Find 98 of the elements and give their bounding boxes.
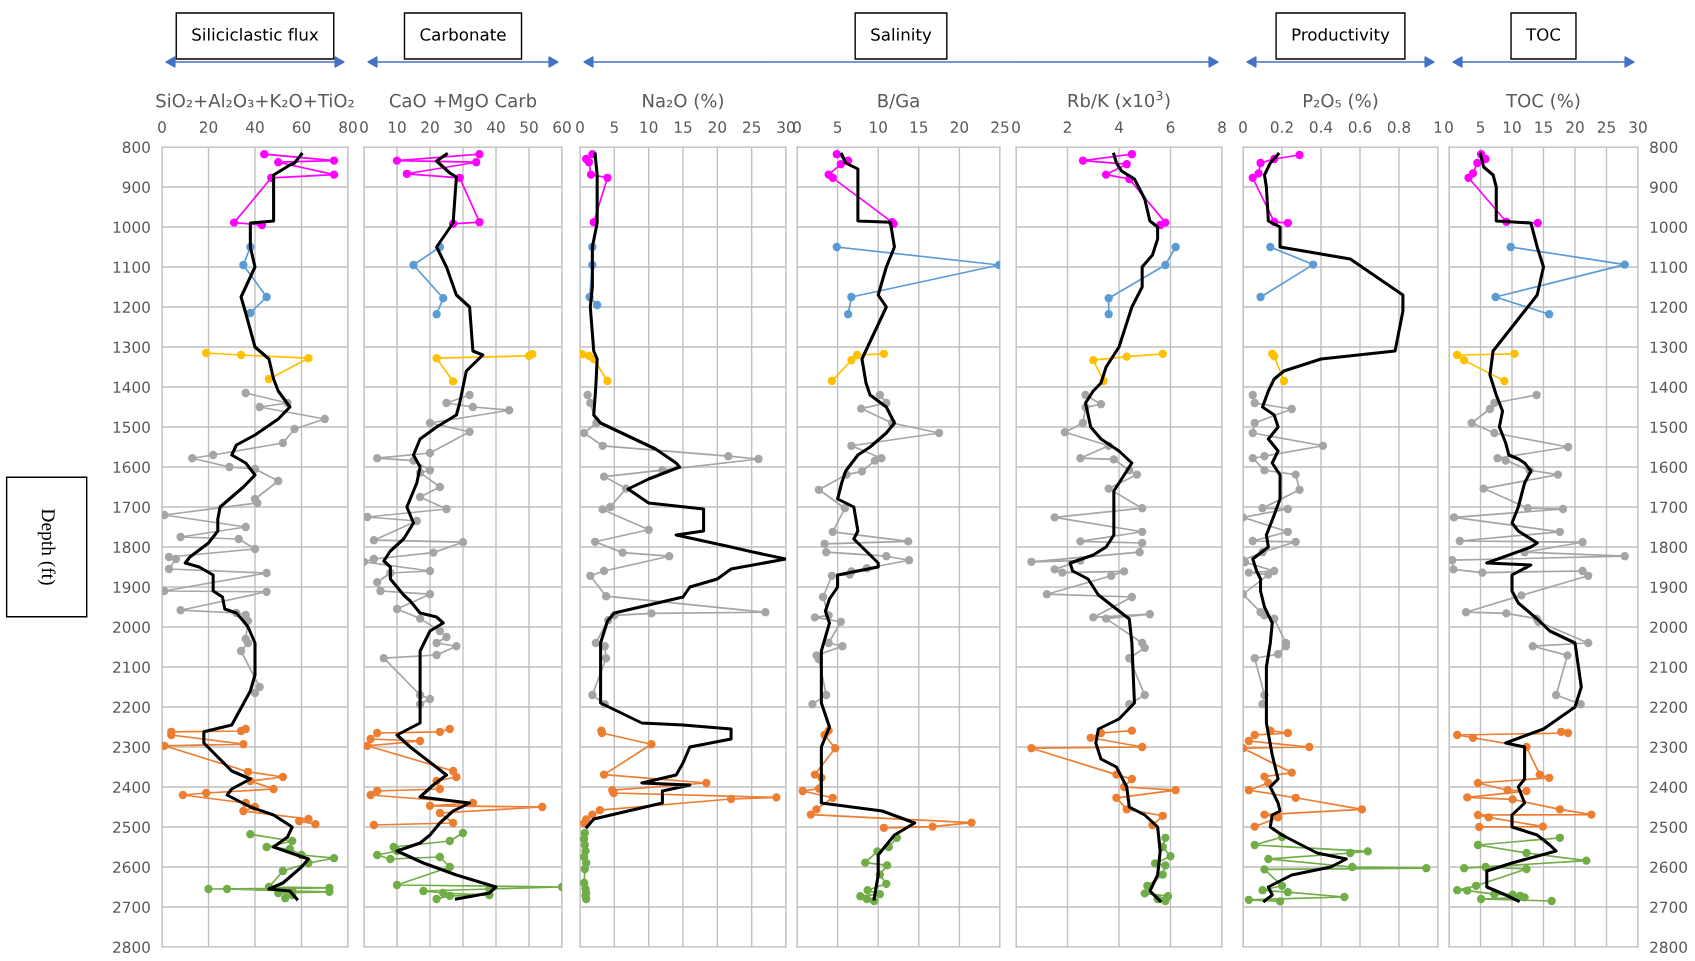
x-tick-label: 4 — [1114, 121, 1123, 133]
y-tick-label: 1700 — [1650, 501, 1687, 514]
x-tick-label: 25 — [991, 121, 1009, 133]
x-tick-label: 5 — [833, 121, 842, 133]
y-tick-label: 1200 — [113, 301, 150, 314]
x-tick-label: 60 — [292, 121, 311, 133]
x-tick-label: 6 — [1166, 121, 1175, 133]
text: Carbonate — [420, 27, 506, 41]
y-tick-label: 900 — [1650, 181, 1678, 194]
y-axis-title: Depth (ft) — [37, 508, 56, 585]
y-tick-label: 2000 — [1650, 621, 1687, 634]
x-tick-label: 20 — [421, 121, 439, 133]
x-tick-label: 0.4 — [1309, 121, 1333, 133]
x-axis-title: SiO₂+Al₂O₃+K₂O+TiO₂ — [156, 93, 354, 108]
x-tick-label: 0.2 — [1270, 121, 1293, 133]
x-tick-label: 10 — [388, 121, 406, 133]
y-tick-label: 2000 — [113, 621, 150, 634]
y-tick-label: 2800 — [1650, 941, 1687, 954]
x-tick-label: 40 — [246, 121, 264, 133]
x-tick-label: 0 — [576, 121, 584, 133]
y-tick-label: 2300 — [1650, 741, 1687, 754]
text: TOC — [1525, 28, 1561, 41]
y-tick-label: 1700 — [113, 501, 150, 514]
x-tick-label: 60 — [553, 121, 571, 133]
x-tick-label: 10 — [1503, 121, 1521, 133]
x-tick-label: 8 — [1218, 121, 1226, 133]
y-tick-label: 2600 — [1650, 861, 1687, 874]
x-tick-label: 0 — [158, 121, 166, 133]
x-tick-label: 5 — [1476, 121, 1485, 133]
text: Salinity — [871, 27, 932, 45]
y-tick-label: 2100 — [1650, 661, 1687, 674]
y-tick-label: 1100 — [1650, 261, 1687, 274]
x-tick-label: 30 — [454, 121, 472, 133]
y-tick-label: 1400 — [1650, 381, 1687, 394]
y-tick-label: 2500 — [1650, 821, 1687, 834]
x-tick-label: 25 — [743, 121, 761, 133]
x-tick-label: 20 — [199, 121, 218, 133]
x-axis-title: CaO +MgO Carb — [389, 93, 537, 111]
y-tick-label: 1600 — [1650, 461, 1687, 474]
x-tick-label: 10 — [870, 121, 887, 133]
x-tick-label: 0.6 — [1348, 121, 1372, 133]
y-tick-label: 1600 — [113, 461, 150, 474]
x-axis-title: P₂O₅ (%) — [1303, 93, 1378, 110]
x-tick-label: 30 — [1629, 121, 1647, 133]
x-tick-label: 0.8 — [1387, 121, 1411, 133]
y-tick-label: 2500 — [113, 821, 150, 834]
x-axis-title: B/Ga — [878, 93, 919, 109]
y-tick-label: 1300 — [1650, 341, 1687, 354]
x-tick-label: 20 — [708, 121, 727, 133]
x-axis-title: Na₂O (%) — [643, 93, 723, 110]
y-tick-label: 2400 — [1650, 781, 1687, 794]
y-tick-label: 2700 — [1650, 901, 1687, 914]
y-tick-label: 1400 — [113, 381, 150, 394]
x-tick-label: 20 — [1566, 121, 1584, 133]
y-tick-label: 2300 — [113, 741, 150, 754]
x-tick-label: 1 — [1434, 121, 1442, 133]
x-tick-label: 15 — [910, 121, 928, 133]
y-tick-label: 2100 — [113, 661, 150, 674]
y-tick-label: 1500 — [113, 421, 150, 434]
x-tick-label: 0 — [793, 121, 801, 133]
y-tick-label: 1000 — [113, 221, 150, 234]
x-tick-label: 10 — [640, 121, 658, 133]
x-tick-label: 5 — [610, 121, 618, 133]
y-tick-label: 1200 — [1650, 301, 1687, 314]
y-tick-label: 800 — [1650, 141, 1678, 154]
x-tick-label: 15 — [1535, 121, 1552, 133]
y-tick-label: 2400 — [113, 781, 150, 794]
x-tick-label: 0 — [360, 121, 368, 133]
y-tick-label: 900 — [122, 181, 150, 194]
y-tick-label: 1800 — [113, 541, 150, 554]
x-tick-label: 0 — [1239, 121, 1247, 133]
y-tick-label: 1800 — [1650, 541, 1687, 554]
text: Productivity — [1292, 27, 1390, 45]
y-tick-label: 1100 — [113, 261, 150, 274]
x-tick-label: 0 — [1445, 121, 1453, 133]
x-tick-label: 2 — [1063, 121, 1071, 133]
y-tick-label: 1500 — [1650, 421, 1687, 434]
y-tick-label: 1000 — [1650, 221, 1687, 234]
y-tick-label: 1300 — [113, 341, 150, 354]
y-tick-label: 2200 — [1650, 701, 1687, 714]
x-tick-label: 40 — [487, 121, 505, 133]
y-tick-label: 2800 — [113, 941, 150, 954]
y-tick-label: 800 — [122, 141, 150, 154]
x-tick-label: 30 — [777, 121, 795, 133]
x-axis-title: TOC (%) — [1506, 93, 1580, 110]
x-tick-label: 50 — [520, 121, 538, 133]
y-tick-label: 1900 — [113, 581, 150, 594]
x-tick-label: 80 — [339, 121, 357, 133]
x-tick-label: 0 — [1012, 121, 1020, 133]
y-tick-label: 2700 — [113, 901, 150, 914]
y-tick-label: 2200 — [113, 701, 150, 714]
text: Siliciclastic flux — [192, 27, 319, 41]
x-tick-label: 25 — [1597, 121, 1615, 133]
y-tick-label: 2600 — [113, 861, 150, 874]
x-axis-title: Rb/K (x10$^{3}$) — [1068, 90, 1170, 110]
x-tick-label: 20 — [950, 121, 969, 133]
x-tick-label: 15 — [674, 121, 692, 133]
y-tick-label: 1900 — [1650, 581, 1687, 594]
